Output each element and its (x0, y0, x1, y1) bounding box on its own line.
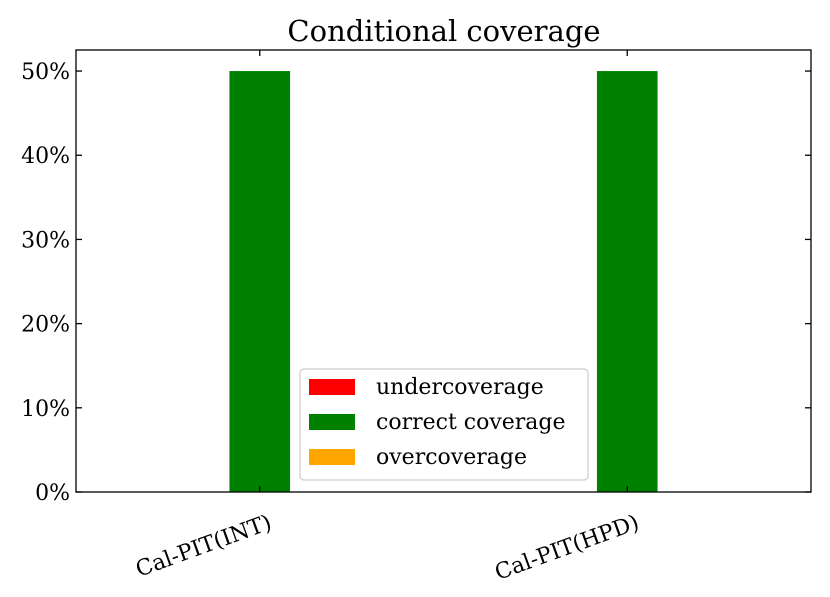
bars-layer (229, 71, 658, 493)
legend: undercoverage correct coverage overcoverag… (299, 368, 589, 481)
y-tick-label: 50% (21, 60, 70, 85)
legend-box (299, 368, 589, 481)
chart-title: Conditional coverage (287, 14, 600, 48)
x-tick-label: Cal-PIT(INT) (133, 510, 275, 582)
bar-correct-coverage-1 (596, 71, 658, 493)
legend-swatch-undercoverage (309, 379, 355, 395)
y-tick-label: 10% (21, 397, 70, 422)
axes-layer: 0% 10% 20% 30% 40% 50% Cal-PIT(INT) Cal-PIT(HPD… (21, 49, 812, 586)
bar-correct-coverage-0 (229, 71, 291, 493)
plot-frame (75, 49, 812, 493)
legend-label-overcoverage: overcoverage (376, 445, 527, 470)
x-tick-label: Cal-PIT(HPD) (492, 510, 643, 585)
y-tick-label: 0% (35, 481, 70, 506)
y-tick-label: 30% (21, 228, 70, 253)
legend-label-correct-coverage: correct coverage (376, 410, 566, 435)
y-tick-label: 20% (21, 313, 70, 338)
legend-swatch-overcoverage (309, 449, 355, 465)
legend-label-undercoverage: undercoverage (376, 375, 544, 400)
y-tick-label: 40% (21, 144, 70, 169)
legend-swatch-correct-coverage (309, 414, 355, 430)
